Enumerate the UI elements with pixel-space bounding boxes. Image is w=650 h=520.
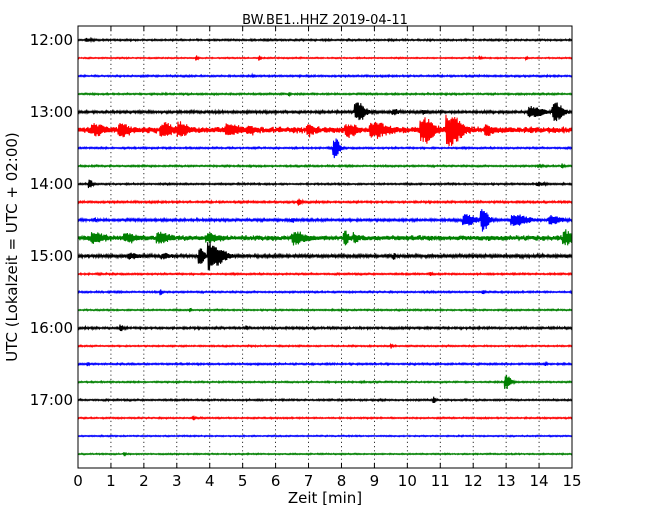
trace-1600: [77, 324, 573, 332]
y-tick-label-1700: 17:00: [30, 391, 73, 409]
y-axis-label: UTC (Lokalzeit = UTC + 02:00): [3, 132, 21, 362]
trace-1400: [77, 179, 573, 189]
chart-title: BW.BE1..HHZ 2019-04-11: [242, 13, 408, 28]
x-tick-label-2: 2: [139, 472, 149, 490]
x-tick-label-15: 15: [562, 472, 581, 490]
trace-1645: [77, 374, 573, 390]
grid-lines: [110, 26, 540, 468]
trace-layer: [77, 36, 573, 457]
trace-1215: [77, 55, 573, 62]
x-tick-label-5: 5: [238, 472, 248, 490]
x-tick-label-1: 1: [106, 472, 116, 490]
trace-1630: [77, 361, 573, 367]
trace-1345: [77, 163, 573, 169]
trace-1745: [77, 451, 573, 457]
tick-layer: 0 1 2 3 4 5 6 7 8 9 10 11 12 13 14 1512:0013:0014:0015:…: [30, 26, 582, 490]
trace-1615: [77, 342, 573, 349]
y-tick-label-1500: 15:00: [30, 247, 73, 265]
x-tick-label-11: 11: [431, 472, 450, 490]
x-tick-label-14: 14: [530, 472, 549, 490]
trace-1200: [77, 36, 573, 44]
trace-1530: [77, 289, 573, 296]
plot-frame: [77, 25, 573, 469]
x-tick-label-4: 4: [205, 472, 215, 490]
x-tick-label-3: 3: [172, 472, 182, 490]
y-tick-label-1200: 12:00: [30, 31, 73, 49]
x-axis-label: Zeit [min]: [288, 489, 362, 507]
trace-1700: [77, 396, 573, 404]
x-tick-label-6: 6: [271, 472, 281, 490]
trace-1545: [77, 307, 573, 313]
x-tick-label-7: 7: [304, 472, 314, 490]
y-tick-label-1300: 13:00: [30, 103, 73, 121]
trace-1730: [77, 434, 573, 439]
trace-1330: [77, 138, 573, 159]
trace-1515: [77, 271, 573, 277]
x-tick-label-13: 13: [497, 472, 516, 490]
trace-1230: [77, 72, 573, 79]
trace-1500: [77, 241, 573, 271]
trace-1430: [77, 209, 573, 232]
trace-1445: [77, 229, 573, 246]
x-tick-label-8: 8: [337, 472, 347, 490]
x-tick-label-0: 0: [73, 472, 83, 490]
trace-1315: [77, 114, 573, 147]
trace-1245: [77, 91, 573, 98]
y-tick-label-1400: 14:00: [30, 175, 73, 193]
x-tick-label-12: 12: [464, 472, 483, 490]
x-tick-label-9: 9: [370, 472, 380, 490]
x-tick-label-10: 10: [398, 472, 417, 490]
trace-1715: [77, 414, 573, 421]
y-tick-label-1600: 16:00: [30, 319, 73, 337]
trace-1300: [77, 102, 573, 122]
trace-1415: [77, 198, 573, 206]
